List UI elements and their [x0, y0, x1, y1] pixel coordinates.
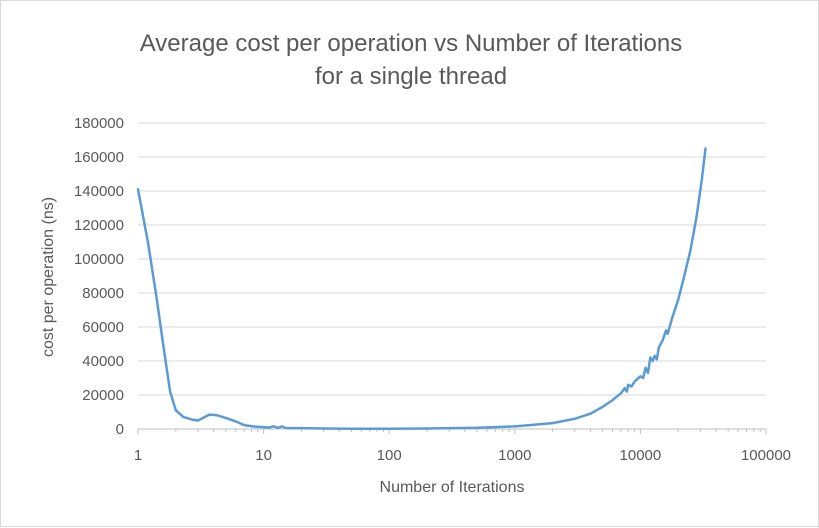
x-tick-label: 100 — [377, 447, 402, 464]
axes — [137, 428, 767, 434]
chart-title-line2: for a single thread — [315, 63, 507, 90]
x-tick-label: 1000 — [498, 447, 531, 464]
y-tick-label: 100000 — [74, 251, 124, 268]
y-tick-label: 20000 — [82, 387, 124, 404]
chart-title-line1: Average cost per operation vs Number of … — [140, 30, 683, 57]
x-tick-label: 10000 — [620, 447, 662, 464]
y-tick-label: 160000 — [74, 149, 124, 166]
x-tick-label: 1 — [134, 447, 142, 464]
y-tick-label: 140000 — [74, 183, 124, 200]
x-axis-title: Number of Iterations — [380, 479, 525, 496]
x-tick-labels: 1 10 100 1000 10000 100000 — [134, 447, 791, 464]
y-tick-label: 180000 — [74, 115, 124, 132]
y-tick-labels: 0 20000 40000 60000 80000 100000 120000 140000 1… — [74, 115, 124, 438]
x-tick-label: 100000 — [741, 447, 791, 464]
series-line — [136, 147, 707, 430]
y-tick-label: 80000 — [82, 285, 124, 302]
y-tick-label: 120000 — [74, 217, 124, 234]
x-tick-label: 10 — [255, 447, 272, 464]
y-axis-title: cost per operation (ns) — [40, 197, 57, 357]
y-tick-label: 0 — [116, 421, 124, 438]
gridlines — [138, 122, 766, 396]
series — [136, 147, 707, 430]
y-tick-label: 40000 — [82, 353, 124, 370]
y-tick-label: 60000 — [82, 319, 124, 336]
